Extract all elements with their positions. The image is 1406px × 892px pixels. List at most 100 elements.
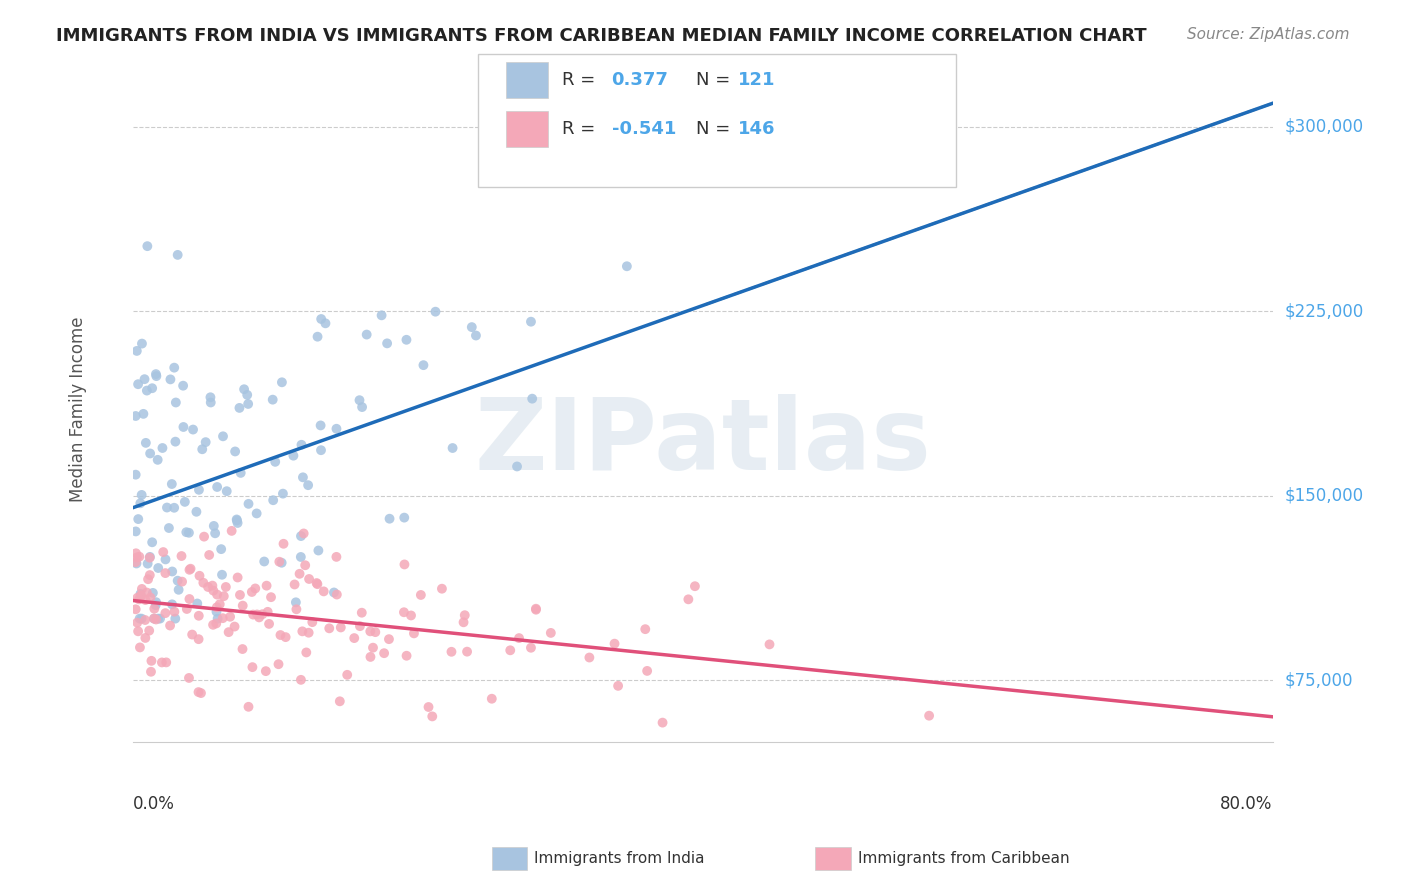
Point <box>269 555 291 569</box>
Point <box>262 493 284 508</box>
Point <box>152 545 174 559</box>
Point <box>441 441 464 455</box>
Point <box>412 358 434 372</box>
Point <box>186 597 208 611</box>
Point <box>165 612 187 626</box>
Point <box>288 566 311 581</box>
Point <box>520 315 543 329</box>
Point <box>336 668 359 682</box>
Point <box>378 632 401 647</box>
Point <box>165 395 187 409</box>
Point <box>166 248 188 262</box>
Point <box>262 392 284 407</box>
Point <box>246 507 269 521</box>
Point <box>359 649 381 664</box>
Point <box>170 549 193 563</box>
Point <box>128 549 150 564</box>
Point <box>232 599 254 613</box>
Text: $225,000: $225,000 <box>1284 302 1364 320</box>
Text: Immigrants from Caribbean: Immigrants from Caribbean <box>858 851 1070 865</box>
Point <box>267 657 290 672</box>
Point <box>139 549 162 564</box>
Point <box>187 608 209 623</box>
Point <box>236 388 259 402</box>
Point <box>236 397 259 411</box>
Point <box>187 632 209 647</box>
Point <box>253 554 276 568</box>
Point <box>135 585 157 599</box>
Point <box>274 630 297 644</box>
Point <box>166 574 188 588</box>
Point <box>352 400 374 414</box>
Point <box>145 598 167 612</box>
Point <box>141 535 163 549</box>
Point <box>224 444 246 458</box>
Point <box>378 512 401 526</box>
Text: 146: 146 <box>738 120 776 138</box>
Point <box>194 435 217 450</box>
Point <box>683 579 706 593</box>
Point <box>215 580 238 594</box>
Text: $150,000: $150,000 <box>1284 487 1364 505</box>
Point <box>402 626 425 640</box>
Point <box>634 622 657 636</box>
Point <box>294 558 316 573</box>
Point <box>155 606 177 620</box>
Point <box>290 549 312 564</box>
Point <box>142 611 165 625</box>
Point <box>212 589 235 603</box>
Point <box>205 588 228 602</box>
Point <box>678 592 700 607</box>
Point <box>284 577 307 591</box>
Point <box>430 582 453 596</box>
Text: 0.377: 0.377 <box>612 71 668 89</box>
Point <box>160 565 183 579</box>
Point <box>603 637 626 651</box>
Point <box>349 619 371 633</box>
Point <box>231 642 253 657</box>
Point <box>150 656 173 670</box>
Point <box>616 259 638 273</box>
Point <box>298 572 321 586</box>
Point <box>124 409 146 423</box>
Point <box>290 673 312 687</box>
Point <box>425 304 447 318</box>
Point <box>651 715 673 730</box>
Point <box>394 558 416 572</box>
Text: 121: 121 <box>738 71 776 89</box>
Point <box>295 645 318 659</box>
Point <box>136 557 159 571</box>
Point <box>129 589 152 603</box>
Point <box>208 597 231 611</box>
Point <box>318 621 340 635</box>
Point <box>228 401 250 415</box>
Point <box>124 555 146 569</box>
Point <box>309 418 332 433</box>
Point <box>134 631 156 645</box>
Point <box>238 699 260 714</box>
Point <box>207 612 229 626</box>
Point <box>329 694 352 708</box>
Point <box>205 605 228 619</box>
Text: N =: N = <box>696 71 735 89</box>
Point <box>291 470 314 484</box>
Point <box>325 549 347 564</box>
Point <box>201 579 224 593</box>
Point <box>165 434 187 449</box>
Point <box>160 598 183 612</box>
Point <box>146 612 169 626</box>
Point <box>395 648 418 663</box>
Point <box>540 626 562 640</box>
Point <box>343 631 366 645</box>
Text: 0.0%: 0.0% <box>132 795 174 813</box>
Point <box>256 605 278 619</box>
Point <box>461 320 484 334</box>
Point <box>141 654 163 668</box>
Point <box>399 608 422 623</box>
Point <box>758 637 780 651</box>
Point <box>918 708 941 723</box>
Point <box>138 624 160 638</box>
Point <box>131 488 153 502</box>
Point <box>179 563 201 577</box>
Point <box>197 580 219 594</box>
